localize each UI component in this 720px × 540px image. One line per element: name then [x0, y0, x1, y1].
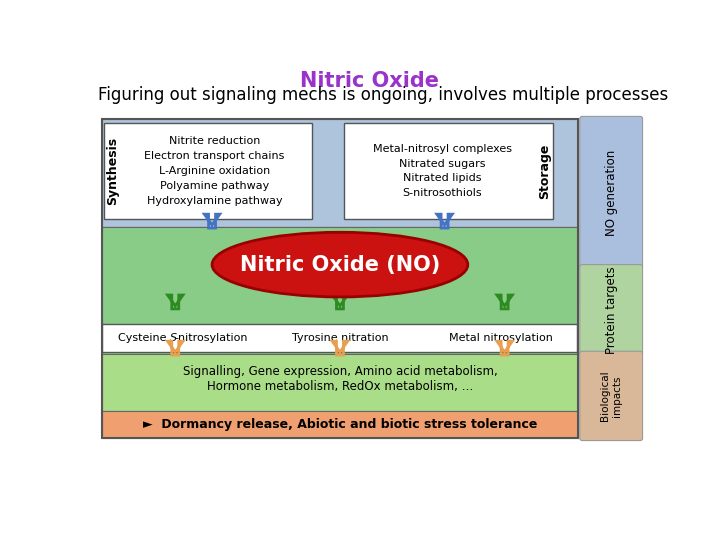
Bar: [102, 119, 578, 226]
Text: S: S: [170, 333, 177, 343]
Text: Nitric Oxide: Nitric Oxide: [300, 71, 438, 91]
Bar: [102, 411, 578, 438]
Text: Metal nitrosylation: Metal nitrosylation: [449, 333, 553, 343]
FancyBboxPatch shape: [580, 351, 642, 441]
Text: Protein targets: Protein targets: [605, 266, 618, 354]
Text: ►  Dormancy release, Abiotic and biotic stress tolerance: ► Dormancy release, Abiotic and biotic s…: [143, 418, 537, 431]
Text: Tyrosine nitration: Tyrosine nitration: [292, 333, 388, 343]
Text: Signalling, Gene expression, Amino acid metabolism,
Hormone metabolism, RedOx me: Signalling, Gene expression, Amino acid …: [183, 364, 498, 393]
FancyBboxPatch shape: [344, 123, 553, 219]
Bar: [102, 226, 578, 354]
Text: -nitrosylation: -nitrosylation: [174, 333, 248, 343]
Bar: [102, 354, 578, 411]
Bar: [102, 119, 578, 438]
Text: Nitric Oxide (NO): Nitric Oxide (NO): [240, 255, 440, 275]
FancyBboxPatch shape: [102, 325, 577, 352]
Bar: [582, 119, 640, 267]
Text: Figuring out signaling mechs is ongoing, involves multiple processes: Figuring out signaling mechs is ongoing,…: [98, 86, 668, 104]
Text: Synthesis: Synthesis: [106, 137, 119, 205]
Text: Metal-nitrosyl complexes
Nitrated sugars
Nitrated lipids
S-nitrosothiols: Metal-nitrosyl complexes Nitrated sugars…: [373, 144, 512, 198]
FancyBboxPatch shape: [580, 117, 642, 269]
Bar: [102, 226, 578, 307]
Text: NO generation: NO generation: [605, 150, 618, 236]
Text: Nitrite reduction
Electron transport chains
L-Arginine oxidation
Polyamine pathw: Nitrite reduction Electron transport cha…: [144, 137, 284, 206]
Text: Storage: Storage: [538, 144, 551, 199]
FancyBboxPatch shape: [580, 265, 642, 356]
Ellipse shape: [212, 232, 468, 297]
Text: Biological
impacts: Biological impacts: [600, 370, 622, 421]
FancyBboxPatch shape: [104, 123, 312, 219]
Text: Cysteine: Cysteine: [118, 333, 170, 343]
